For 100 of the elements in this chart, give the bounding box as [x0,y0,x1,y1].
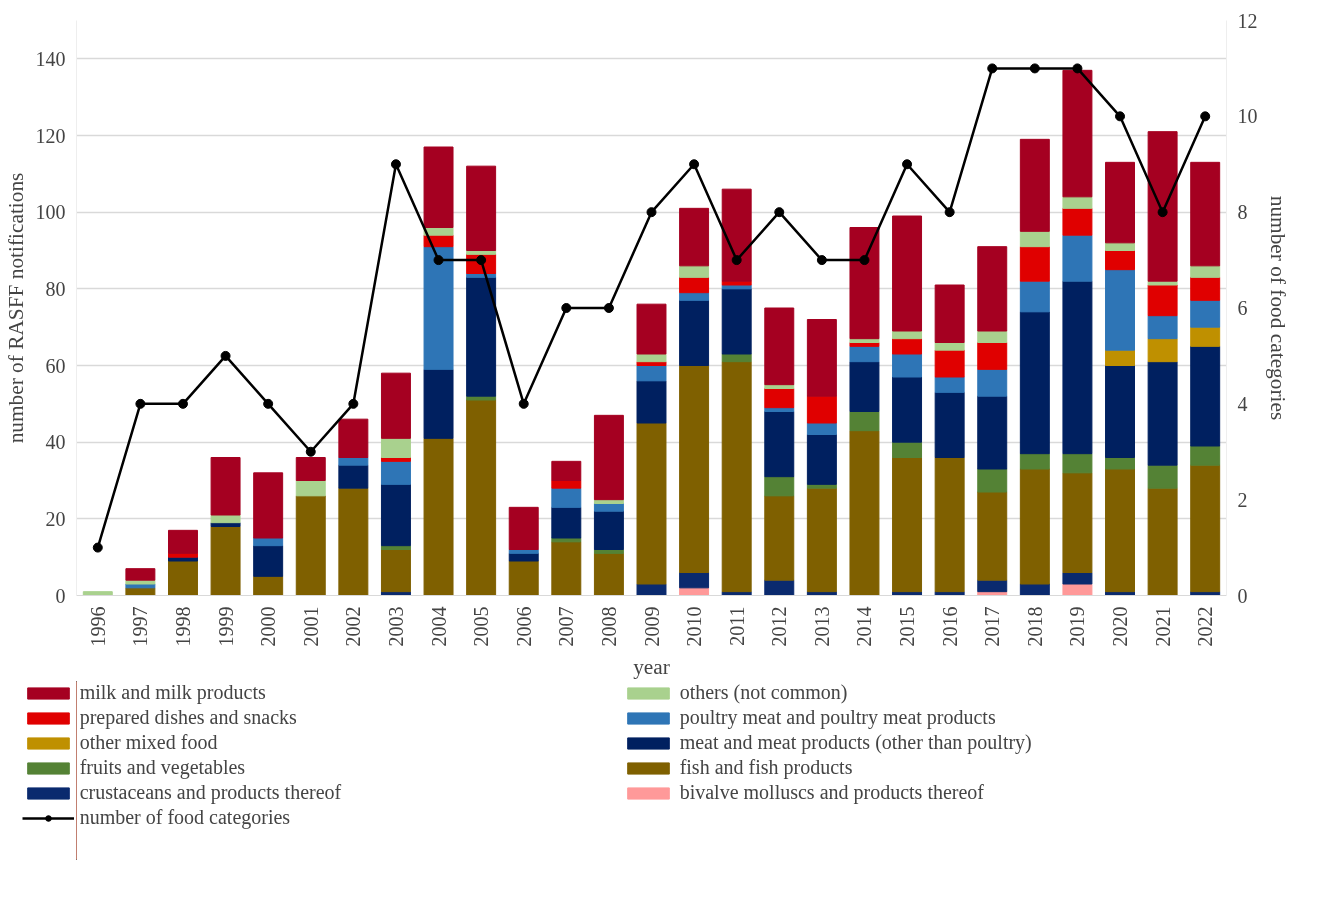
bar [1147,487,1178,596]
bar [806,319,837,397]
bar [806,395,837,424]
bar [1105,161,1135,244]
bar [423,246,454,370]
x-tick-label: 2008 [597,606,620,647]
bar [849,227,880,340]
bar [380,372,411,439]
bar [1105,250,1135,271]
legend-label: others (not common) [679,681,849,704]
y-tick-label: 80 [45,277,66,300]
bar [849,361,880,412]
point [348,398,359,409]
point [816,255,827,266]
bar [636,303,667,355]
bar [721,188,752,282]
y2-axis-title: number of food categories [1265,195,1290,421]
bar [1190,299,1221,328]
bar [1147,361,1178,466]
point [1072,63,1083,74]
bar [806,434,837,485]
legend-label: meat and meat products (other than poultry) [679,731,1033,754]
bar [551,541,582,596]
y2-tick-label: 8 [1237,201,1248,224]
x-tick-label: 2002 [342,606,365,647]
bar [1062,280,1093,455]
point [646,207,657,218]
bar [466,276,497,397]
y2-tick-label: 2 [1237,488,1248,511]
x-tick-label: 2006 [512,606,535,647]
point [689,159,700,170]
legend-label: other mixed food [79,731,219,754]
bar [1105,269,1135,351]
bar [764,476,795,497]
bar [849,411,880,432]
legend-label: fish and fish products [679,756,854,779]
y2-tick-label: 6 [1237,297,1248,319]
bar [1105,242,1135,251]
bar [1062,472,1093,573]
point [944,207,955,218]
bar [679,292,710,301]
bar [1019,280,1050,313]
x-tick-label: 2015 [896,606,919,647]
bar [253,575,284,596]
x-axis-title: year [633,654,670,679]
bar [1105,457,1135,470]
bar [593,503,624,512]
bar [679,365,710,573]
bar [934,342,965,351]
legend-label: milk and milk products [79,681,267,704]
bar [551,506,582,539]
bar [934,349,965,378]
bar [1062,207,1093,236]
x-tick-label: 2000 [257,606,280,647]
bar [1147,338,1178,363]
bar [977,246,1008,332]
bar [295,480,326,497]
bar [466,399,497,596]
y2-tick-label: 4 [1237,392,1248,415]
bar [593,552,624,596]
bar [764,307,795,386]
bar [679,299,710,366]
point [305,446,316,457]
bar [1019,468,1050,585]
y-tick-label: 100 [35,201,66,224]
bar [1062,196,1093,209]
point [731,255,742,266]
bar [1147,131,1178,282]
bar [1190,445,1221,466]
bar [977,368,1008,397]
x-tick-label: 2016 [938,606,961,647]
bar [892,457,923,593]
bar [679,276,710,294]
y-tick-label: 40 [45,431,66,454]
bar [593,414,624,501]
bar [1019,138,1050,232]
bar [764,495,795,581]
point [987,63,998,74]
bar [977,491,1008,581]
x-tick-label: 2018 [1023,606,1046,647]
bar [764,388,795,409]
legend-label: number of food categories [79,806,292,829]
y2-tick-label: 10 [1237,105,1258,128]
bar [1019,230,1050,248]
bar [1062,69,1093,198]
legend-label: bivalve molluscs and products thereof [679,781,986,804]
bar [636,365,667,382]
bar [764,411,795,478]
bar [168,529,198,554]
bar [636,422,667,585]
bar [508,552,539,562]
y-tick-label: 20 [45,507,66,530]
bar [1019,246,1050,282]
bar [1190,345,1221,447]
bar [934,284,965,343]
bar [210,457,241,516]
bar [892,338,923,355]
bar [551,480,582,489]
x-tick-label: 2003 [384,606,407,647]
bar [1105,349,1135,366]
